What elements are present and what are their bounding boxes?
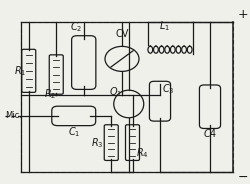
FancyBboxPatch shape [126,125,140,160]
Text: Mic.: Mic. [5,112,22,120]
Text: $L_1$: $L_1$ [159,19,170,33]
Text: $C_2$: $C_2$ [70,20,82,34]
Text: $C_3$: $C_3$ [162,82,175,96]
Text: $C4$: $C4$ [203,127,217,139]
Text: $C_1$: $C_1$ [68,125,80,139]
FancyBboxPatch shape [150,81,171,121]
Text: $Q_1$: $Q_1$ [109,85,122,99]
Text: $R_4$: $R_4$ [136,146,148,160]
FancyBboxPatch shape [104,125,118,160]
FancyBboxPatch shape [72,36,96,89]
Text: −: − [237,171,248,184]
Text: $R_2$: $R_2$ [44,87,56,101]
Bar [21,22,233,172]
FancyBboxPatch shape [52,106,96,126]
Text: +: + [237,8,248,21]
Text: $R_3$: $R_3$ [91,136,104,149]
FancyBboxPatch shape [200,85,220,128]
FancyBboxPatch shape [22,49,36,92]
FancyBboxPatch shape [49,55,63,94]
Text: CV: CV [115,29,129,39]
Text: $R_1$: $R_1$ [14,64,26,78]
